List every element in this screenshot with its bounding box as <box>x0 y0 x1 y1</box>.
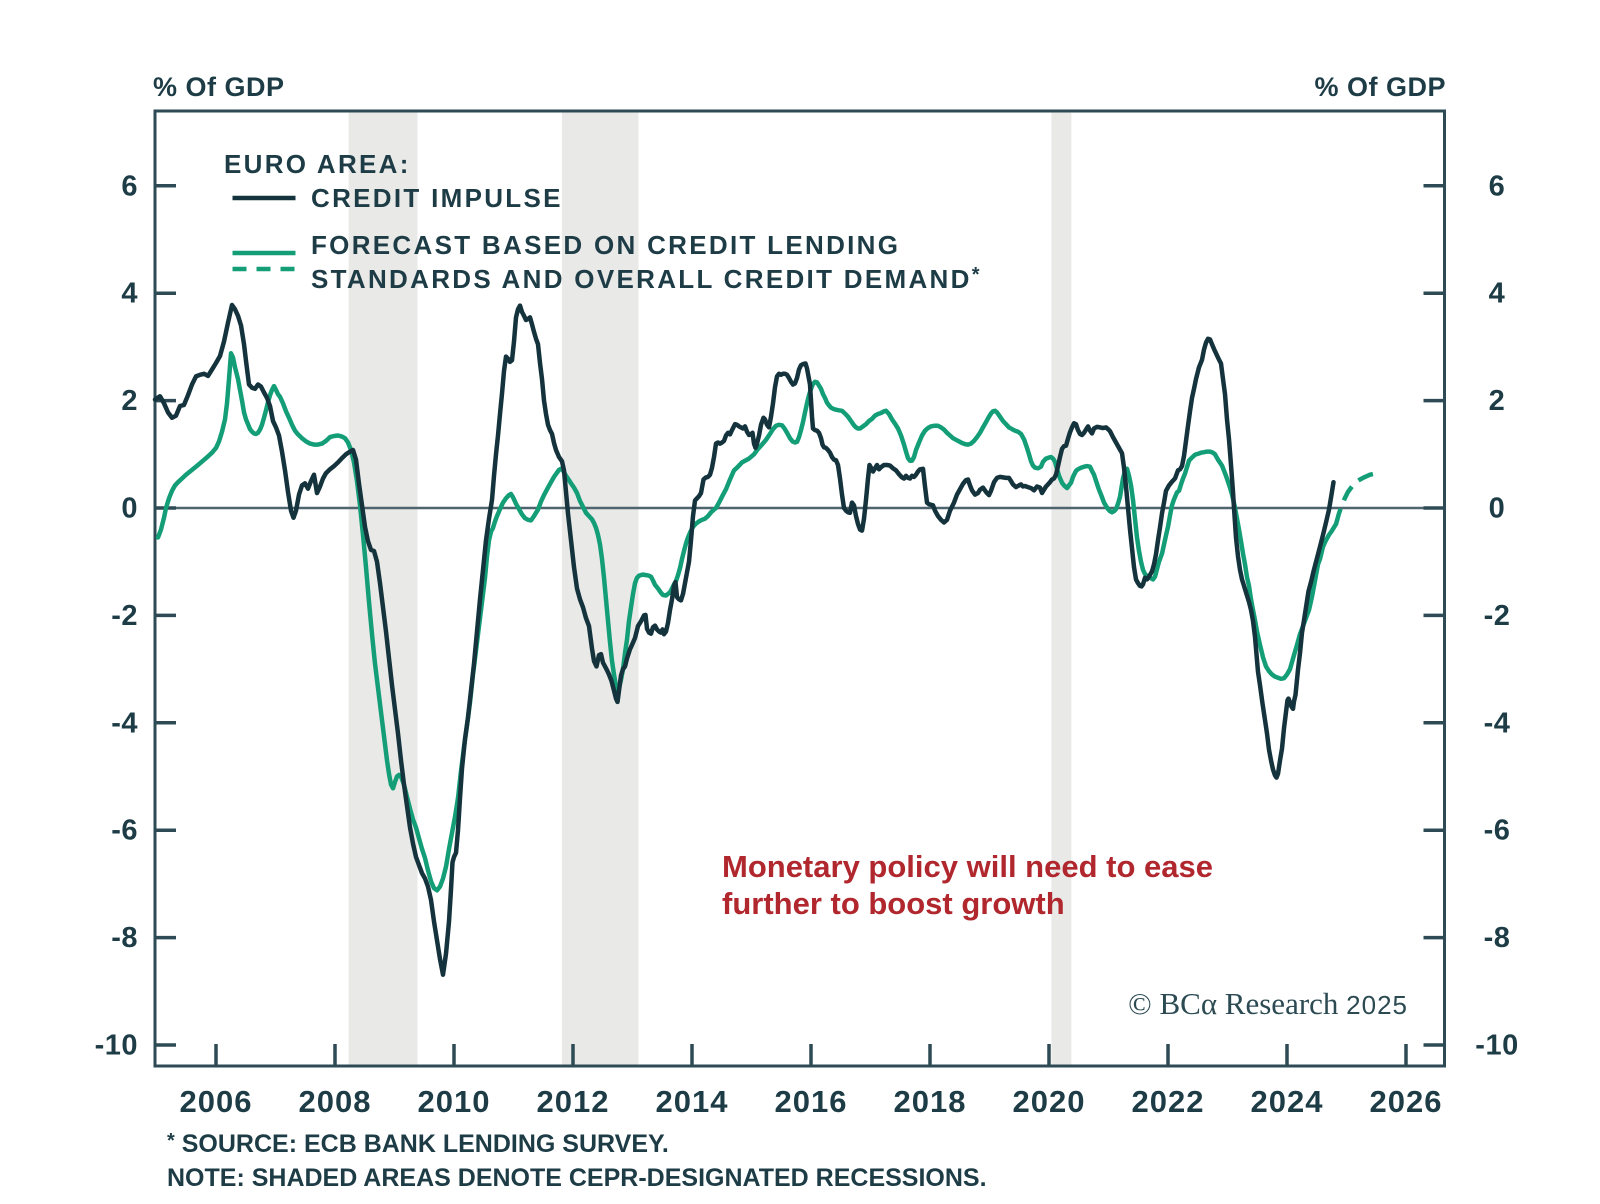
svg-text:-10: -10 <box>1475 1030 1518 1062</box>
svg-text:-2: -2 <box>1484 600 1511 632</box>
svg-text:2016: 2016 <box>775 1084 848 1119</box>
svg-text:4: 4 <box>1489 278 1506 310</box>
svg-text:Monetary policy will need to e: Monetary policy will need to ease <box>722 849 1213 884</box>
svg-text:2024: 2024 <box>1251 1084 1324 1119</box>
svg-text:2020: 2020 <box>1013 1084 1086 1119</box>
svg-text:FORECAST BASED ON CREDIT LENDI: FORECAST BASED ON CREDIT LENDING <box>311 230 900 260</box>
svg-text:EURO AREA:: EURO AREA: <box>224 149 411 179</box>
svg-text:2: 2 <box>1489 385 1506 417</box>
svg-text:-2: -2 <box>111 600 138 632</box>
svg-text:2014: 2014 <box>656 1084 729 1119</box>
svg-text:-4: -4 <box>1484 707 1511 739</box>
svg-text:2018: 2018 <box>894 1084 967 1119</box>
svg-text:2006: 2006 <box>180 1084 253 1119</box>
svg-text:2012: 2012 <box>537 1084 610 1119</box>
svg-text:% Of GDP: % Of GDP <box>1314 72 1446 102</box>
svg-text:-6: -6 <box>111 815 138 847</box>
svg-text:-8: -8 <box>111 922 138 954</box>
svg-text:CREDIT IMPULSE: CREDIT IMPULSE <box>311 183 563 213</box>
svg-text:-10: -10 <box>95 1030 138 1062</box>
svg-text:-6: -6 <box>1484 815 1511 847</box>
svg-text:0: 0 <box>1489 493 1506 525</box>
svg-text:2026: 2026 <box>1370 1084 1443 1119</box>
svg-text:6: 6 <box>121 170 138 202</box>
svg-text:0: 0 <box>121 493 138 525</box>
svg-text:% Of GDP: % Of GDP <box>153 72 285 102</box>
svg-text:* SOURCE: ECB BANK LENDING SUR: * SOURCE: ECB BANK LENDING SURVEY. <box>167 1130 669 1158</box>
svg-text:further to boost growth: further to boost growth <box>722 886 1065 921</box>
svg-text:-8: -8 <box>1484 922 1511 954</box>
svg-text:2010: 2010 <box>418 1084 491 1119</box>
svg-text:STANDARDS AND OVERALL CREDIT D: STANDARDS AND OVERALL CREDIT DEMAND* <box>311 264 982 294</box>
svg-text:-4: -4 <box>111 707 138 739</box>
svg-text:2: 2 <box>121 385 138 417</box>
svg-text:4: 4 <box>121 278 138 310</box>
svg-text:2008: 2008 <box>299 1084 372 1119</box>
svg-text:2022: 2022 <box>1132 1084 1205 1119</box>
svg-text:© BCα Research 2025: © BCα Research 2025 <box>1128 986 1408 1021</box>
svg-text:6: 6 <box>1489 170 1506 202</box>
svg-text:NOTE: SHADED AREAS DENOTE CEPR: NOTE: SHADED AREAS DENOTE CEPR-DESIGNATE… <box>167 1164 987 1192</box>
